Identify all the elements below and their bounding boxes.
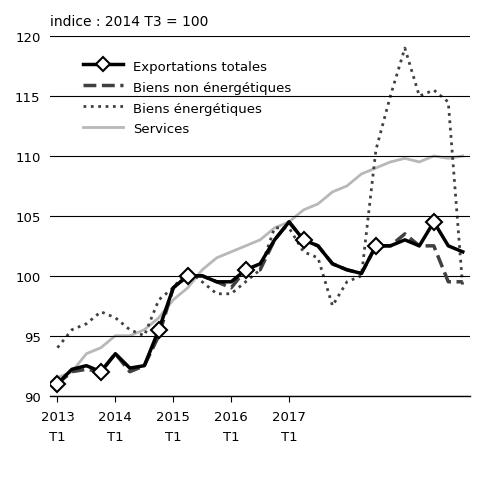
Text: T1: T1 xyxy=(107,430,123,443)
Text: 2014: 2014 xyxy=(98,410,132,423)
Text: 2016: 2016 xyxy=(214,410,247,423)
Text: T1: T1 xyxy=(222,430,239,443)
Text: 2015: 2015 xyxy=(156,410,190,423)
Text: 2017: 2017 xyxy=(272,410,305,423)
Text: 2013: 2013 xyxy=(41,410,74,423)
Text: T1: T1 xyxy=(165,430,181,443)
Text: T1: T1 xyxy=(49,430,66,443)
Text: T1: T1 xyxy=(280,430,297,443)
Text: indice : 2014 T3 = 100: indice : 2014 T3 = 100 xyxy=(50,15,208,29)
Legend: Exportations totales, Biens non énergétiques, Biens énergétiques, Services: Exportations totales, Biens non énergéti… xyxy=(77,54,296,141)
